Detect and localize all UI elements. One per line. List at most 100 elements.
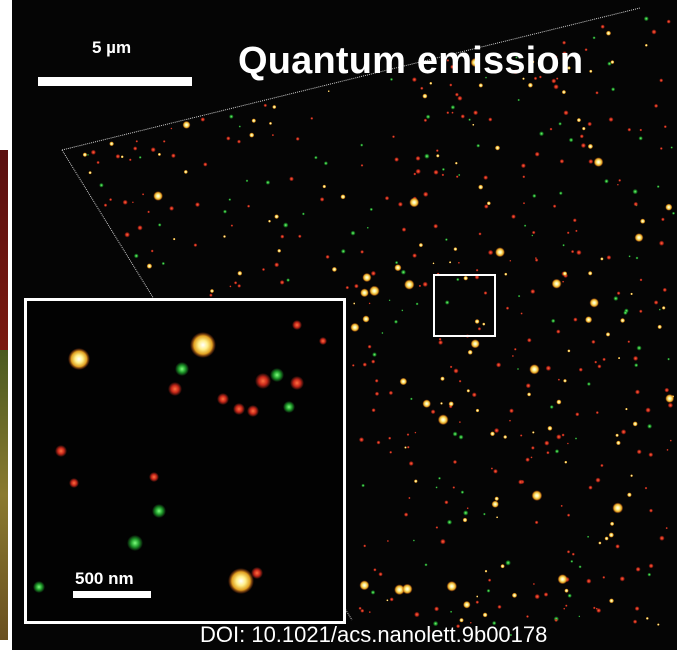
- emitter-spot: [454, 161, 458, 165]
- emitter-spot: [388, 436, 392, 440]
- emitter-spot: [448, 401, 454, 407]
- emitter-spot: [223, 235, 226, 238]
- emitter-spot: [247, 204, 251, 208]
- emitter-spot: [394, 157, 399, 162]
- inset-emitter-spot: [233, 403, 245, 415]
- emitter-spot: [404, 279, 415, 290]
- emitter-spot: [157, 223, 162, 227]
- emitter-spot: [627, 492, 632, 498]
- emitter-spot: [639, 309, 643, 314]
- emitter-spot: [576, 249, 582, 256]
- emitter-spot: [209, 288, 215, 294]
- emitter-spot: [473, 110, 479, 116]
- emitter-spot: [409, 197, 420, 208]
- emitter-spot: [639, 128, 643, 132]
- emitter-spot: [544, 440, 550, 446]
- emitter-spot: [394, 260, 399, 265]
- emitter-spot: [503, 435, 508, 439]
- emitter-spot: [370, 590, 376, 595]
- emitter-spot: [423, 118, 428, 123]
- emitter-spot: [597, 364, 602, 369]
- emitter-spot: [517, 98, 520, 102]
- emitter-spot: [588, 485, 593, 490]
- emitter-spot: [636, 449, 642, 455]
- emitter-spot: [613, 296, 619, 301]
- emitter-spot: [586, 535, 590, 538]
- emitter-spot: [322, 184, 327, 189]
- emitter-spot: [551, 278, 562, 289]
- emitter-spot: [478, 232, 482, 236]
- emitter-spot: [595, 607, 598, 610]
- emitter-spot: [433, 169, 439, 175]
- emitter-spot: [516, 367, 520, 371]
- emitter-spot: [525, 457, 530, 463]
- emitter-spot: [358, 437, 365, 443]
- emitter-spot: [484, 204, 489, 209]
- emitter-spot: [456, 277, 460, 282]
- emitter-spot: [554, 618, 558, 622]
- emitter-spot: [522, 77, 525, 80]
- emitter-spot: [509, 633, 513, 637]
- emitter-spot: [482, 322, 486, 326]
- emitter-spot: [115, 154, 121, 159]
- emitter-spot: [162, 140, 166, 143]
- emitter-spot: [639, 278, 643, 282]
- emitter-spot: [608, 117, 614, 122]
- emitter-spot: [373, 568, 377, 572]
- emitter-spot: [513, 347, 517, 351]
- emitter-spot: [570, 249, 575, 254]
- emitter-spot: [368, 611, 371, 614]
- emitter-spot: [120, 155, 124, 159]
- emitter-spot: [362, 362, 367, 367]
- emitter-spot: [533, 76, 538, 81]
- inset-emitter-spot: [292, 320, 302, 330]
- emitter-spot: [272, 104, 277, 110]
- emitter-spot: [587, 143, 594, 150]
- emitter-spot: [193, 243, 198, 248]
- emitter-spot: [298, 234, 302, 239]
- emitter-spot: [475, 268, 479, 272]
- emitter-spot: [454, 92, 459, 97]
- emitter-spot: [475, 600, 480, 604]
- emitter-spot: [531, 490, 543, 501]
- emitter-spot: [632, 421, 638, 427]
- emitter-spot: [670, 146, 673, 149]
- emitter-spot: [226, 136, 231, 141]
- emitter-spot: [446, 519, 453, 525]
- emitter-spot: [529, 364, 540, 375]
- emitter-spot: [602, 357, 606, 362]
- emitter-spot: [450, 64, 455, 70]
- emitter-spot: [388, 299, 391, 302]
- emitter-spot: [576, 117, 582, 123]
- emitter-spot: [595, 477, 601, 483]
- inset-emitter-spot: [152, 504, 166, 518]
- emitter-spot: [460, 114, 465, 119]
- emitter-spot: [638, 136, 643, 141]
- emitter-spot: [451, 111, 454, 114]
- emitter-spot: [413, 172, 417, 176]
- emitter-spot: [394, 264, 402, 272]
- emitter-spot: [295, 136, 300, 141]
- emitter-spot: [362, 272, 372, 283]
- emitter-spot: [138, 155, 142, 159]
- emitter-spot: [633, 355, 639, 361]
- emitter-spot: [237, 139, 241, 144]
- emitter-spot: [554, 55, 558, 59]
- emitter-spot: [128, 158, 132, 162]
- emitter-spot: [233, 281, 238, 285]
- emitter-spot: [331, 266, 337, 272]
- emitter-spot: [663, 125, 667, 129]
- emitter-spot: [469, 621, 472, 624]
- emitter-spot: [434, 606, 440, 612]
- emitter-spot: [463, 600, 471, 609]
- emitter-spot: [594, 360, 598, 364]
- emitter-spot: [463, 510, 469, 516]
- emitter-spot: [371, 408, 376, 413]
- emitter-spot: [406, 445, 410, 449]
- emitter-spot: [667, 357, 670, 361]
- emitter-spot: [360, 608, 365, 613]
- emitter-spot: [522, 202, 526, 205]
- emitter-spot: [367, 344, 372, 349]
- emitter-spot: [444, 500, 449, 505]
- emitter-spot: [87, 153, 89, 156]
